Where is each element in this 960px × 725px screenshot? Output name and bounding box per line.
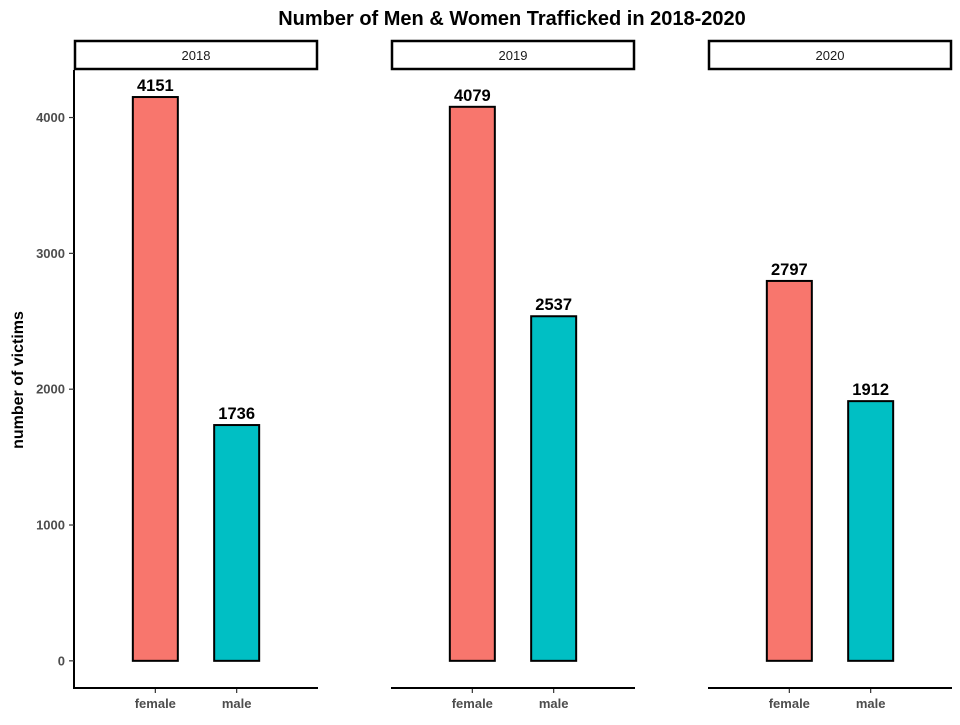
panel-2020-strip-label: 2020 [816,48,845,63]
panel-2020-x-tick-label-male: male [856,696,886,711]
panel-2018-bar-female [131,96,179,662]
y-tick-label-1000: 1000 [36,518,65,533]
panel-2018-strip [73,39,319,71]
panel-2019-strip-label: 2019 [499,48,528,63]
y-axis-label: number of victims [10,311,27,449]
panel-2020-x-tick-label-female: female [769,696,810,711]
panel-2020-data-label-male: 1912 [852,381,889,399]
panel-2018-data-label-male: 1736 [218,405,255,423]
panel-2020-bar-male [847,400,895,662]
panel-2018-x-tick-label-male: male [222,696,252,711]
panel-2020-strip [707,39,953,71]
panel-2020-data-label-female: 2797 [771,261,808,279]
y-tick-label-4000: 4000 [36,110,65,125]
panel-2018-strip-label: 2018 [182,48,211,63]
chart-title: Number of Men & Women Trafficked in 2018… [278,8,746,30]
panel-2019-data-label-male: 2537 [535,296,572,314]
panel-2018-x-tick-label-female: female [135,696,176,711]
panel-2019-x-tick-label-female: female [452,696,493,711]
panel-2018-bar-male [213,424,261,662]
y-tick-label-3000: 3000 [36,246,65,261]
panel-2019-bar-male [530,315,578,662]
panel-2020-bar-female [765,279,813,662]
panel-2019-bar-female [448,105,496,662]
panel-2019-x-tick-label-male: male [539,696,569,711]
y-tick-label-0: 0 [58,653,65,668]
panel-2019-data-label-female: 4079 [454,87,491,105]
panel-2018-data-label-female: 4151 [137,77,174,95]
y-tick-label-2000: 2000 [36,382,65,397]
panel-2019-strip [390,39,636,71]
